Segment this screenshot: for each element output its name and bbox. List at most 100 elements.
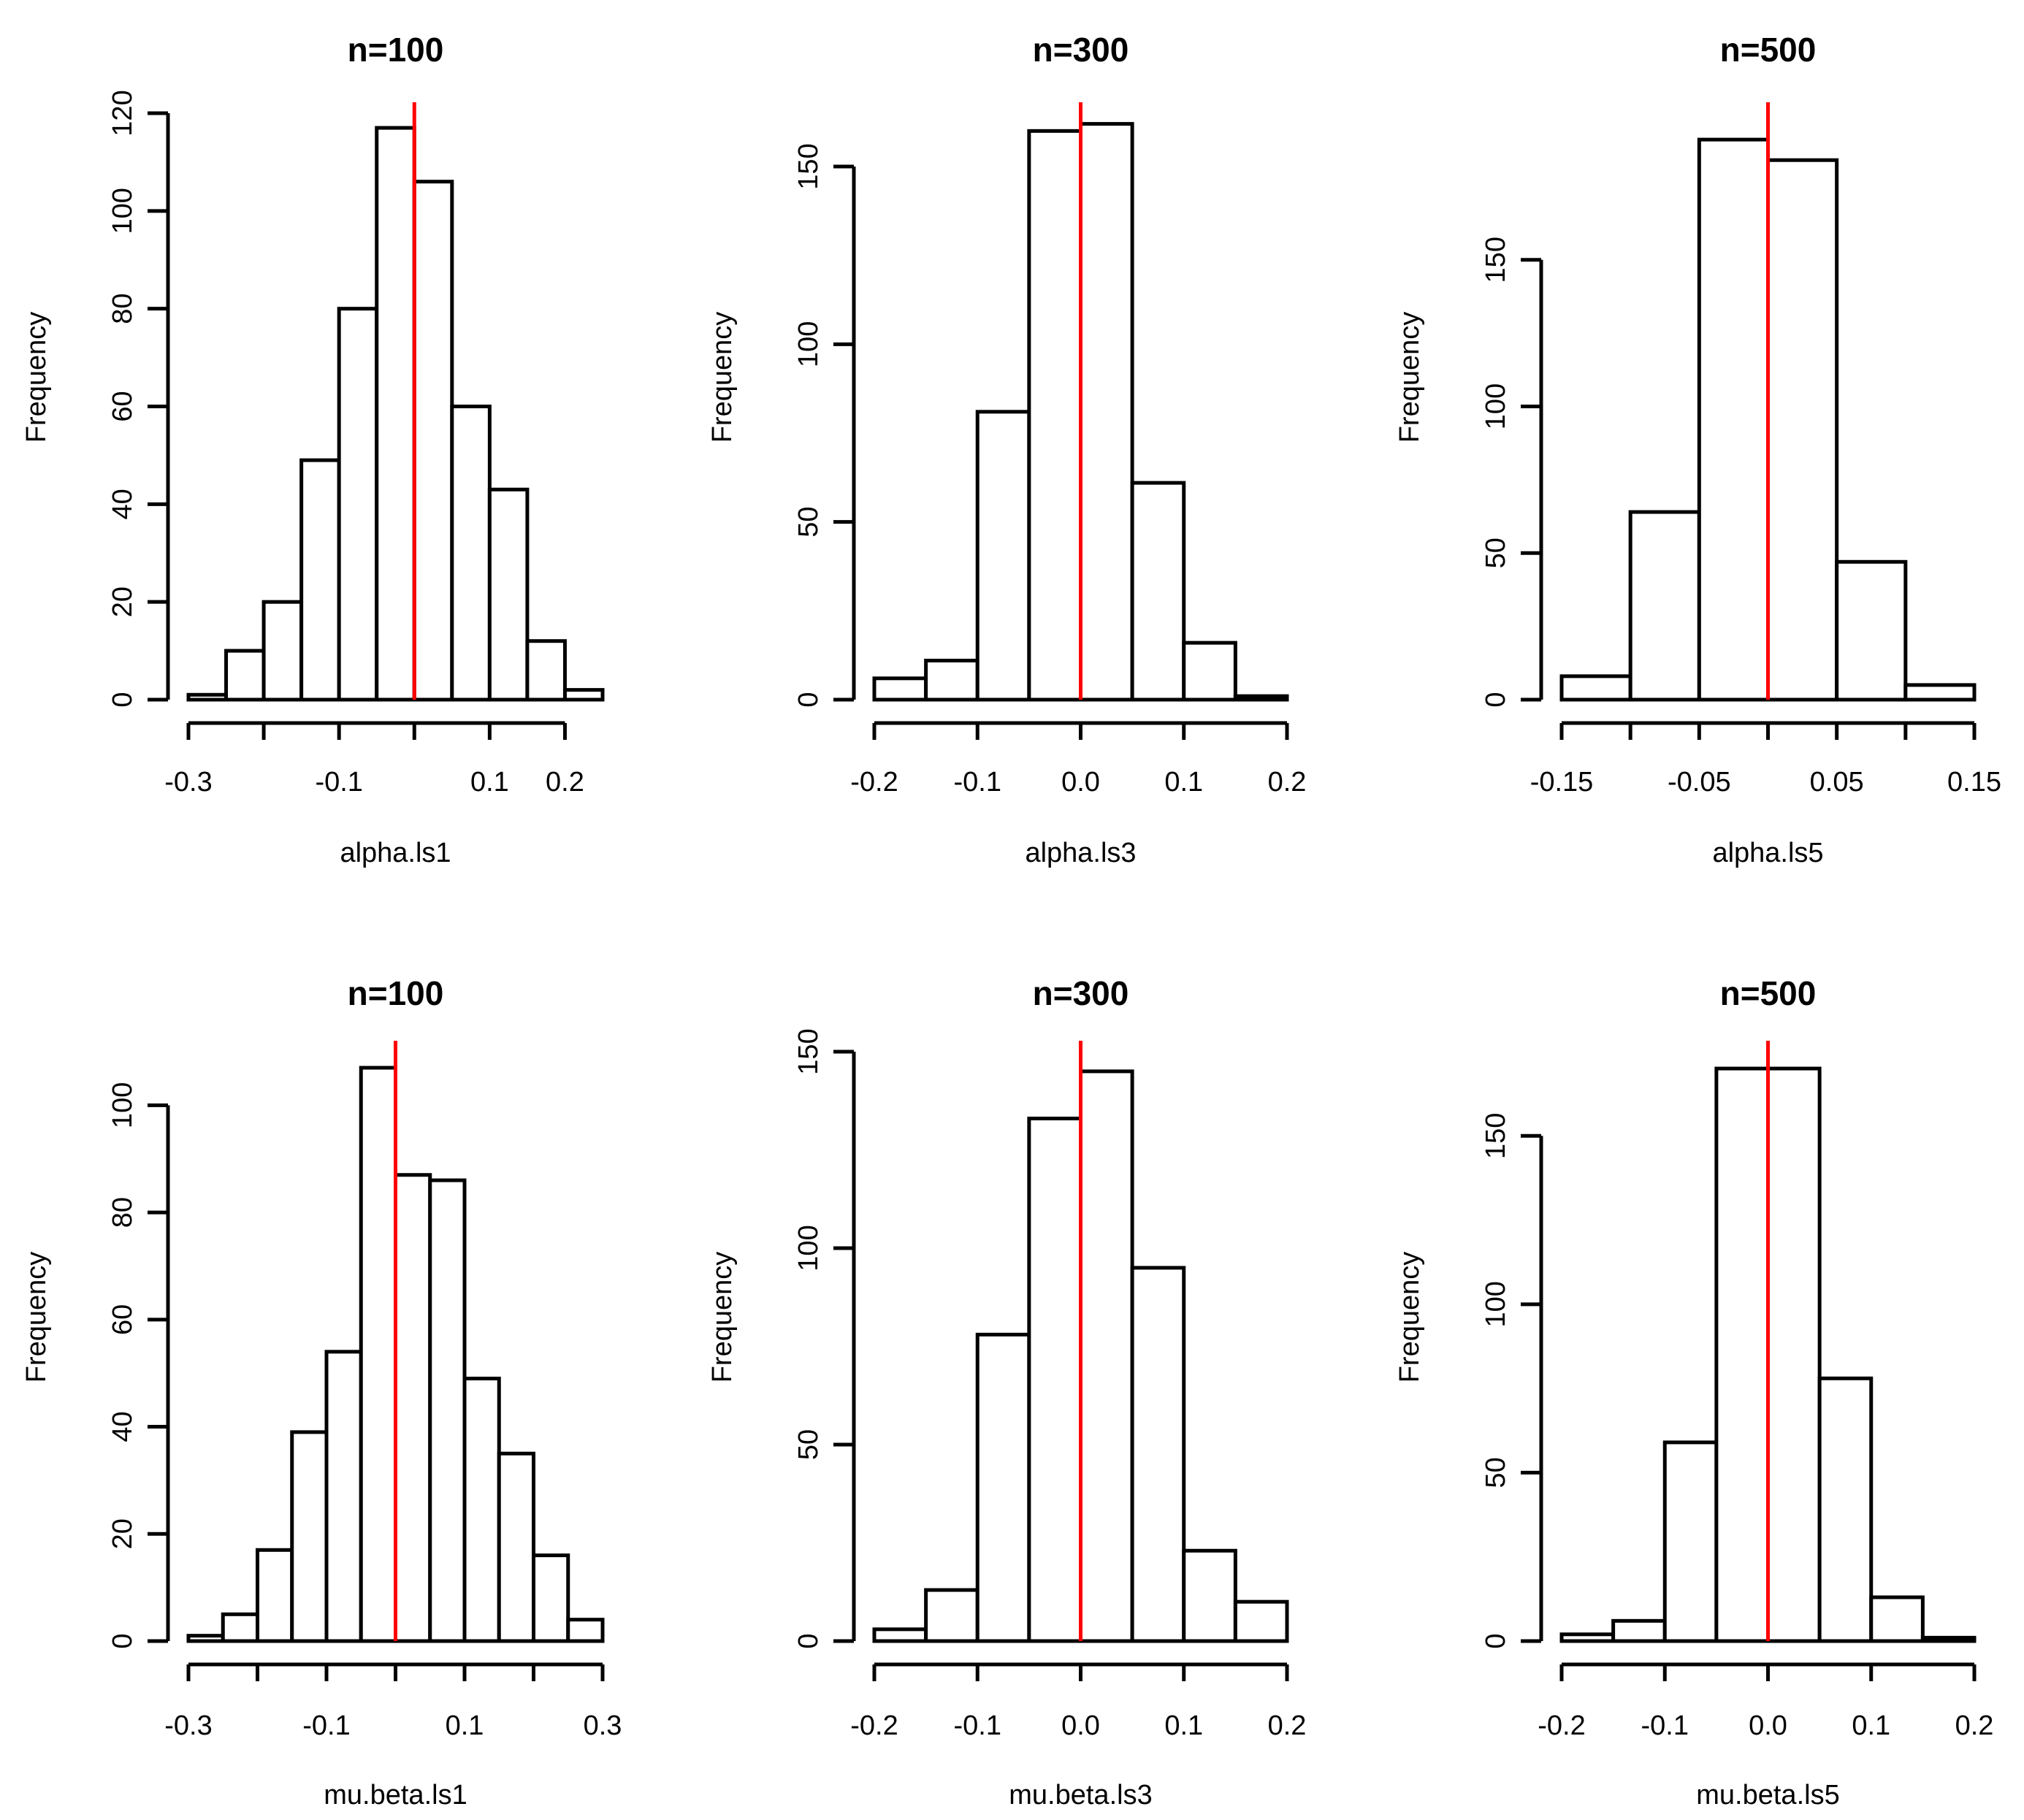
histogram-bar <box>359 1066 397 1643</box>
x-axis-label: alpha.ls5 <box>1712 838 1823 868</box>
y-tick-label: 50 <box>1481 1457 1511 1488</box>
y-tick-label: 100 <box>1481 1281 1511 1327</box>
x-tick-label: 0.2 <box>1268 1710 1307 1741</box>
histogram-bar <box>1835 559 1908 702</box>
panel-title: n=300 <box>1033 974 1129 1012</box>
y-tick-label: 150 <box>1481 1113 1511 1159</box>
histogram-bar <box>924 1588 979 1643</box>
histogram-bar <box>975 1332 1031 1643</box>
histogram-bar <box>299 458 341 702</box>
histogram-bar <box>487 487 530 702</box>
x-tick-label: -0.2 <box>850 1710 898 1741</box>
x-axis-label: alpha.ls3 <box>1025 838 1136 868</box>
y-tick-label: 60 <box>107 391 138 421</box>
histogram-bar <box>872 1627 928 1643</box>
histogram-bar <box>428 1178 467 1643</box>
x-tick-label: -0.1 <box>954 1710 1001 1741</box>
x-tick-label: 0.05 <box>1810 767 1864 798</box>
histogram-bar <box>1817 1376 1874 1643</box>
x-tick-label: 0.0 <box>1061 767 1100 798</box>
y-tick-label: 150 <box>793 143 824 189</box>
y-axis-label: Frequency <box>707 312 738 443</box>
x-tick-label: 0.2 <box>1268 767 1307 798</box>
y-tick-label: 100 <box>793 1225 824 1271</box>
histogram-bar <box>186 1634 225 1643</box>
x-tick-label: 0.0 <box>1061 1710 1100 1741</box>
histogram-panel-5: n=300 -0.2 -0.1 0.0 0.1 0.2 0 50 100 150 mu.beta.l… <box>707 974 1306 1811</box>
y-axis-label: Frequency <box>707 1252 738 1383</box>
y-tick-label: 150 <box>1481 237 1511 283</box>
histogram-bar <box>1766 158 1839 702</box>
x-tick-label: -0.3 <box>164 1710 212 1741</box>
histogram-bar <box>186 692 229 702</box>
histogram-bar <box>1027 129 1082 702</box>
y-tick-label: 80 <box>107 294 138 324</box>
x-tick-label: -0.3 <box>164 767 212 798</box>
histogram-bar <box>1130 1266 1186 1643</box>
histogram-bar <box>324 1350 363 1643</box>
histogram-bar <box>1628 510 1701 702</box>
histogram-bar <box>1079 122 1134 702</box>
histogram-bar <box>1027 1116 1082 1643</box>
histogram-bar <box>412 180 454 702</box>
x-tick-label: -0.1 <box>315 767 362 798</box>
y-tick-label: 20 <box>107 586 138 617</box>
histogram-bar <box>221 1612 259 1643</box>
panel-title: n=100 <box>348 31 444 69</box>
y-tick-label: 40 <box>107 1411 138 1442</box>
histogram-bar <box>497 1451 535 1643</box>
histogram-bar <box>1920 1635 1977 1643</box>
histogram-bar <box>337 307 379 702</box>
histogram-panel-4: n=100 -0.3 -0.1 0.1 0.3 0 20 40 60 80 100 mu.beta.l… <box>21 974 622 1811</box>
y-axis-label: Frequency <box>21 312 52 443</box>
x-axis-label: alpha.ls1 <box>340 838 451 868</box>
histogram-bar <box>290 1430 329 1643</box>
y-tick-label: 40 <box>107 489 138 519</box>
histogram-bar <box>224 649 266 702</box>
y-tick-label: 0 <box>107 692 138 707</box>
panel-title: n=500 <box>1720 974 1817 1012</box>
histogram-bar <box>394 1173 432 1643</box>
histogram-bar <box>975 410 1031 702</box>
histogram-bar <box>525 639 567 702</box>
histogram-bar <box>450 405 492 702</box>
y-tick-label: 60 <box>107 1304 138 1335</box>
y-tick-label: 0 <box>107 1633 138 1648</box>
histogram-bar <box>1182 1548 1237 1643</box>
x-tick-label: 0.2 <box>546 767 584 798</box>
y-axis-label: Frequency <box>1394 1252 1425 1383</box>
histogram-bar <box>566 1618 605 1643</box>
x-tick-label: 0.1 <box>1164 767 1203 798</box>
x-tick-label: -0.05 <box>1668 767 1731 798</box>
histogram-bar <box>532 1553 570 1643</box>
histogram-bar <box>375 126 416 702</box>
histogram-bar <box>1233 694 1289 702</box>
x-tick-label: 0.2 <box>1955 1710 1994 1741</box>
x-axis-label: mu.beta.ls5 <box>1696 1780 1839 1811</box>
y-tick-label: 20 <box>107 1518 138 1549</box>
histogram-panel-2: n=300 -0.2 -0.1 0.0 0.1 0.2 0 50 100 150 alpha.ls3… <box>707 31 1306 868</box>
histogram-bar <box>462 1377 501 1643</box>
x-axis-label: mu.beta.ls3 <box>1009 1780 1152 1811</box>
x-tick-label: -0.1 <box>302 1710 350 1741</box>
histogram-bar <box>1233 1599 1289 1643</box>
y-tick-label: 0 <box>1481 1633 1511 1648</box>
panel-title: n=500 <box>1720 31 1817 69</box>
histogram-bar <box>1079 1069 1134 1643</box>
histogram-panel-1: n=100 -0.3 -0.1 0.1 0.2 0 20 40 60 80 100 120 alpha.… <box>21 31 605 868</box>
histogram-bar <box>1182 641 1237 702</box>
y-tick-label: 100 <box>793 321 824 367</box>
x-tick-label: -0.1 <box>1641 1710 1689 1741</box>
x-tick-label: 0.3 <box>584 1710 622 1741</box>
y-tick-label: 150 <box>793 1028 824 1074</box>
panel-title: n=300 <box>1033 31 1129 69</box>
y-tick-label: 50 <box>1481 538 1511 568</box>
histogram-bar <box>1766 1066 1822 1643</box>
y-axis-label: Frequency <box>21 1252 52 1383</box>
y-tick-label: 0 <box>1481 692 1511 707</box>
histogram-bar <box>1697 137 1770 702</box>
x-tick-label: -0.15 <box>1530 767 1594 798</box>
histogram-bar <box>1559 1632 1616 1643</box>
histogram-panel-6: n=500 -0.2 -0.1 0.0 0.1 0.2 0 50 100 150 mu.beta.l… <box>1394 974 1993 1811</box>
x-tick-label: 0.0 <box>1749 1710 1787 1741</box>
